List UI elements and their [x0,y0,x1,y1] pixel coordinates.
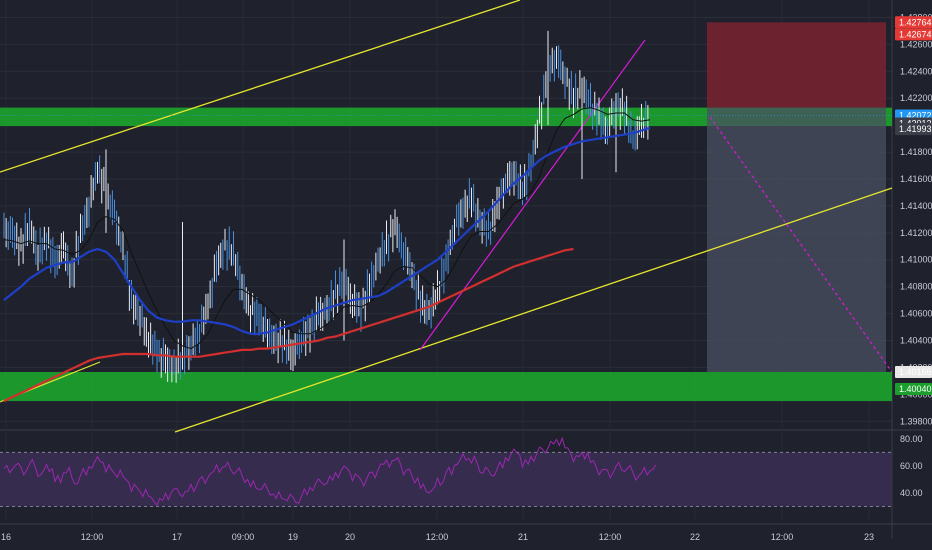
channel-upper-line [0,0,521,173]
time-tick-label: 12:00 [426,532,449,542]
price-tick-label: 1.41000 [900,255,932,265]
price-badge-label: 1.40166 [899,367,932,377]
time-tick-label: 09:00 [232,532,255,542]
projection-line [709,116,893,373]
price-badge [895,28,932,41]
moving-average-line [3,126,651,335]
price-badge-label: 1.41993 [899,124,932,134]
channel-lower-line [174,187,893,433]
resistance-zone [0,107,892,127]
oscillator-band [0,452,892,507]
time-tick-label: 17 [172,532,182,542]
moving-average-line [3,247,574,403]
oscillator-tick-label: 80.00 [900,434,923,444]
price-badge [895,382,932,395]
time-tick-label: 16 [1,532,11,542]
price-tick-label: 1.40400 [900,336,932,346]
moving-average-line [3,107,651,350]
zones-layer [0,107,892,402]
oscillator-tick-label: 40.00 [900,488,923,498]
support-zone [0,372,892,402]
price-badge-label: 1.42674 [899,29,932,39]
oscillator-line [3,436,657,507]
trade-box-layer [707,22,886,373]
oscillator-tick-label: 60.00 [900,461,923,471]
time-tick-label: 22 [690,532,700,542]
price-tick-label: 1.41200 [900,228,932,238]
price-tick-label: 1.42400 [900,66,932,76]
price-badge [895,16,932,29]
take-profit-box [707,107,886,373]
price-tick-label: 1.40800 [900,282,932,292]
price-tick-label: 1.40600 [900,309,932,319]
stop-loss-box [707,22,886,108]
price-badge-label: 1.42072 [899,110,932,120]
price-badge-label: 1.40040 [899,384,932,394]
time-tick-label: 12:00 [599,532,622,542]
price-badge-label: 1.42764 [899,17,932,27]
price-tick-label: 1.42600 [900,39,932,49]
time-axis[interactable]: 16 12:00 17 09:00 19 20 12:00 21 12:00 22 12:00 23 [1,532,874,542]
time-tick-label: 23 [864,532,874,542]
price-tick-label: 1.41600 [900,174,932,184]
oscillator-pane [0,436,892,507]
time-tick-label: 19 [288,532,298,542]
price-tick-label: 1.39800 [900,416,932,426]
trend-line [419,39,646,351]
price-badge [895,123,932,136]
time-tick-label: 12:00 [771,532,794,542]
price-badge [895,366,932,379]
price-tick-label: 1.41800 [900,147,932,157]
price-tick-label: 1.42200 [900,93,932,103]
time-tick-label: 20 [345,532,355,542]
price-tick-label: 1.41400 [900,201,932,211]
moving-averages-layer [3,107,651,403]
time-tick-label: 12:00 [81,532,104,542]
price-badges: 1.427641.426741.4207206:301.420121.41993… [895,16,932,395]
time-tick-label: 21 [518,532,528,542]
